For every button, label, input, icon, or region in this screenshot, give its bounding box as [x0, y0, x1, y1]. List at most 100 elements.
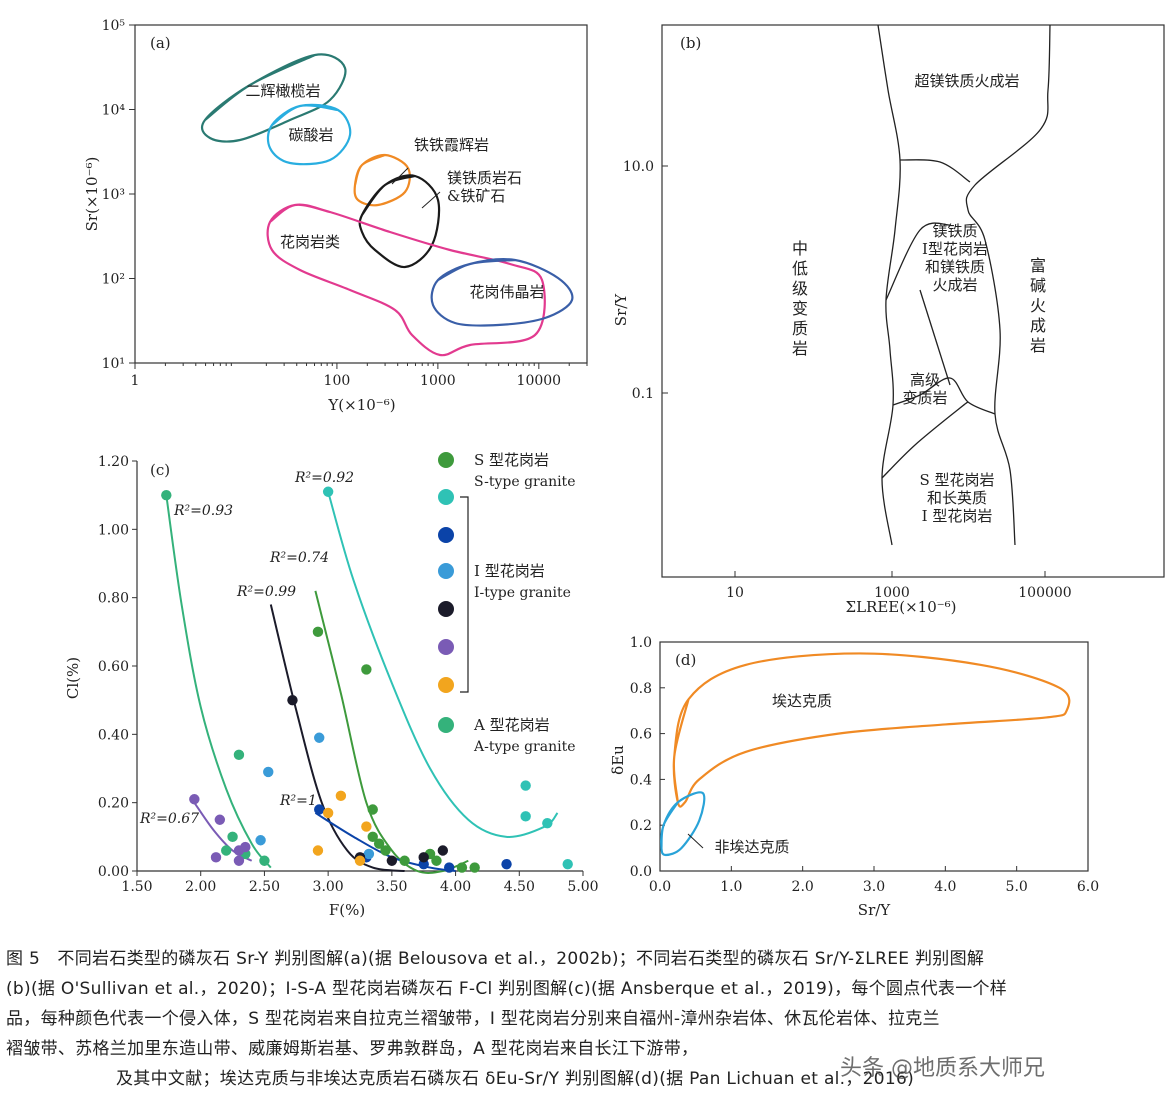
field-label-a: &铁矿石 — [447, 187, 505, 205]
data-point-c — [312, 845, 324, 856]
x-tick-label-c: 2.50 — [249, 879, 280, 895]
x-tick-label-d: 1.0 — [720, 879, 742, 895]
field-d — [660, 791, 706, 857]
y-tick-label-d: 1.0 — [630, 635, 652, 651]
x-tick-label-d: 5.0 — [1006, 879, 1028, 895]
fit-label-c: R²=0.93 — [173, 503, 233, 519]
legend-bracket-c — [460, 496, 469, 693]
field-label-b: 火成岩 — [932, 276, 977, 294]
leader-line-d — [687, 833, 704, 849]
caption-line: 图 5 不同岩石类型的磷灰石 Sr-Y 判别图解(a)(据 Belousova … — [6, 949, 985, 969]
caption-line: 褶皱带、苏格兰加里东造山带、威廉姆斯岩基、罗弗敦群岛，A 型花岗岩来自长江下游带… — [6, 1039, 699, 1059]
y-tick-label-d: 0.6 — [630, 727, 652, 743]
field-boundary-b — [919, 289, 951, 386]
field-label-a: 镁铁质岩石 — [447, 169, 522, 187]
data-point-c — [214, 814, 226, 825]
data-point-c — [562, 858, 573, 870]
y-tick-label-c: 0.00 — [98, 864, 129, 880]
plot-frame-d — [659, 641, 1089, 872]
fit-label-c: R²=0.99 — [236, 584, 296, 600]
field-label-b: 和长英质 — [927, 489, 987, 507]
legend-label-c: A 型花岗岩 — [473, 716, 550, 734]
chart-a-sr-y: (a) 1 100 1000 10000 10¹ 10² 10³ 10⁴ 10⁵ 二辉橄榄岩碳酸… — [83, 18, 588, 414]
data-point-c — [314, 804, 325, 815]
y-tick-label-d: 0.0 — [630, 864, 652, 880]
y-axis-label-b: Sr/Y — [612, 293, 630, 327]
x-tick-label-b: 1000 — [874, 585, 910, 601]
data-point-c — [361, 664, 372, 675]
data-point-c — [380, 845, 391, 856]
field-label-b: 岩 — [1030, 336, 1046, 355]
data-point-c — [314, 732, 325, 743]
data-point-c — [312, 626, 324, 638]
y-tick-label-c: 0.20 — [98, 796, 129, 812]
field-boundary-b — [885, 222, 951, 301]
leader-line-a — [391, 167, 409, 185]
fit-label-c: R²=0.74 — [269, 550, 329, 566]
field-a — [353, 153, 411, 207]
figure-caption: 图 5 不同岩石类型的磷灰石 Sr-Y 判别图解(a)(据 Belousova … — [6, 944, 1166, 1094]
data-point-c — [263, 766, 274, 778]
y-tick-label-c: 1.20 — [98, 454, 129, 470]
y-tick-label-c: 0.60 — [98, 659, 129, 675]
fit-label-c: R²=1 — [279, 793, 317, 809]
y-tick-label-c: 0.40 — [98, 727, 129, 743]
field-boundary-b — [965, 24, 1051, 546]
data-point-c — [542, 817, 553, 829]
field-boundary-b — [877, 24, 901, 546]
legend-sublabel-c: S-type granite — [474, 474, 575, 490]
field-boundary-b — [899, 159, 971, 183]
data-point-c — [335, 790, 347, 802]
y-tick-label-a: 10³ — [102, 187, 125, 203]
data-point-c — [221, 845, 232, 856]
data-point-c — [520, 811, 531, 822]
field-label-b: 质 — [792, 319, 808, 338]
fit-curve-c — [165, 495, 272, 869]
plot-frame-b — [661, 24, 1165, 578]
x-tick-label-b: 100000 — [1018, 585, 1071, 601]
data-point-c — [386, 855, 398, 866]
field-label-b: 变 — [792, 299, 808, 318]
x-tick-label-a: 100 — [324, 373, 351, 389]
field-label-b: I型花岗岩 — [922, 240, 988, 258]
y-tick-label-b: 10.0 — [623, 159, 654, 175]
field-label-b: 级 — [792, 279, 808, 298]
y-tick-label-b: 0.1 — [632, 386, 654, 402]
data-point-c — [437, 845, 449, 856]
y-tick-label-d: 0.2 — [630, 818, 652, 834]
field-label-b: I 型花岗岩 — [922, 507, 993, 525]
legend-marker-c — [438, 489, 454, 505]
x-tick-label-d: 6.0 — [1077, 879, 1099, 895]
data-point-c — [418, 852, 429, 863]
field-a — [266, 203, 546, 357]
field-label-a: 二辉橄榄岩 — [245, 82, 320, 100]
y-tick-label-d: 0.8 — [630, 681, 652, 697]
x-tick-label-a: 10000 — [517, 373, 562, 389]
field-label-b: 碱 — [1030, 276, 1046, 295]
fit-label-c: R²=0.92 — [294, 470, 354, 486]
field-boundary-b — [892, 377, 996, 415]
x-tick-label-a: 1 — [131, 373, 140, 389]
leader-line-a — [421, 191, 441, 209]
x-tick-label-d: 2.0 — [792, 879, 814, 895]
fit-label-c: R²=0.67 — [139, 811, 199, 827]
panel-label-d: (d) — [675, 651, 696, 669]
y-tick-label-d: 0.4 — [630, 772, 652, 788]
field-d — [672, 652, 1071, 808]
y-tick-label-c: 1.00 — [98, 522, 129, 538]
data-point-c — [501, 858, 512, 870]
field-label-b: 成 — [1030, 316, 1046, 335]
field-label-b: 中 — [792, 239, 808, 258]
caption-line: 品，每种颜色代表一个侵入体，S 型花岗岩来自拉克兰褶皱带，I 型花岗岩分别来自福… — [6, 1009, 940, 1029]
field-a — [358, 174, 441, 269]
field-label-b: 低 — [792, 259, 808, 278]
data-point-c — [233, 855, 245, 866]
field-label-a: 铁铁霞辉岩 — [414, 136, 489, 154]
data-point-c — [354, 855, 366, 866]
data-point-c — [189, 794, 200, 805]
watermark: 头条 @地质系大师兄 — [840, 1056, 1045, 1081]
field-a — [201, 53, 347, 143]
x-tick-label-d: 0.0 — [649, 879, 671, 895]
legend-label-c: I 型花岗岩 — [474, 562, 545, 580]
